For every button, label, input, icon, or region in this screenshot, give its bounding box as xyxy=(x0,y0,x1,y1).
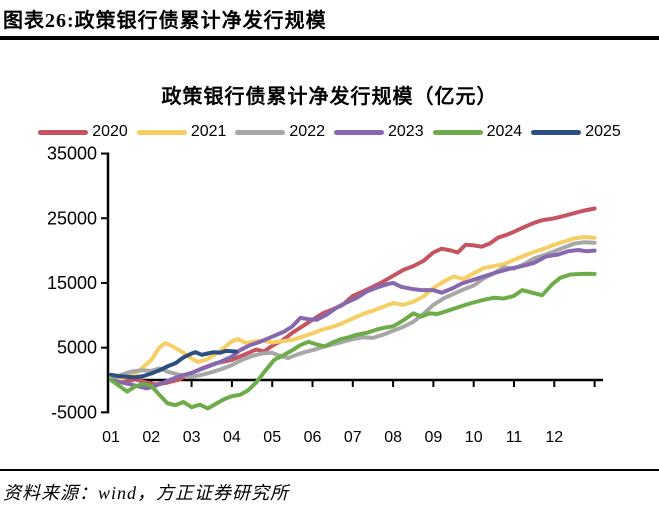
legend-swatch-2025 xyxy=(531,129,582,135)
legend-label-2022: 2022 xyxy=(289,123,325,140)
x-tick-label: 07 xyxy=(344,429,362,446)
chart-legend: 2020 2021 2022 2023 2024 2025 xyxy=(0,123,659,141)
legend-swatch-2023 xyxy=(334,129,384,135)
chart-title: 政策银行债累计净发行规模（亿元） xyxy=(161,86,498,108)
x-tick-label: 02 xyxy=(142,429,160,446)
legend-item-2021: 2021 xyxy=(136,123,227,140)
x-tick-label: 11 xyxy=(506,429,523,446)
legend-label-2023: 2023 xyxy=(388,123,424,140)
x-tick-label: 09 xyxy=(425,429,443,446)
legend-swatch-2021 xyxy=(136,129,187,135)
legend-item-2022: 2022 xyxy=(235,124,325,140)
y-tick-label: 5000 xyxy=(57,338,97,358)
x-tick-label: 01 xyxy=(102,429,120,446)
series-line-2024 xyxy=(109,271,597,411)
legend-swatch-2024 xyxy=(432,129,483,135)
x-tick-label: 06 xyxy=(304,429,322,446)
y-tick-label: -5000 xyxy=(51,402,97,422)
legend-label-2025: 2025 xyxy=(585,123,621,140)
legend-swatch-2020 xyxy=(38,129,89,135)
x-tick-label: 12 xyxy=(545,429,563,446)
footer-divider xyxy=(0,469,659,471)
x-tick-label: 05 xyxy=(263,429,281,446)
x-tick-label: 10 xyxy=(465,429,483,446)
x-tick-label: 04 xyxy=(223,429,241,446)
series-line-2023 xyxy=(109,248,597,391)
legend-swatch-2022 xyxy=(235,129,286,135)
source-note: 资料来源：wind，方正证券研究所 xyxy=(3,483,290,503)
legend-label-2021: 2021 xyxy=(190,123,227,140)
y-tick-label: 25000 xyxy=(47,208,97,228)
x-tick-label: 08 xyxy=(384,429,402,446)
figure-caption: 图表26:政策银行债累计净发行规模 xyxy=(3,10,327,32)
series-line-2025 xyxy=(109,348,238,380)
legend-item-2025: 2025 xyxy=(531,124,621,140)
legend-label-2024: 2024 xyxy=(486,123,523,140)
x-tick-label: 03 xyxy=(183,429,201,446)
legend-label-2020: 2020 xyxy=(92,123,128,140)
legend-item-2020: 2020 xyxy=(38,124,128,140)
legend-item-2024: 2024 xyxy=(432,123,523,140)
y-tick-label: 35000 xyxy=(47,144,97,164)
y-tick-label: 15000 xyxy=(47,273,97,293)
caption-divider xyxy=(0,36,659,40)
legend-item-2023: 2023 xyxy=(334,124,424,140)
